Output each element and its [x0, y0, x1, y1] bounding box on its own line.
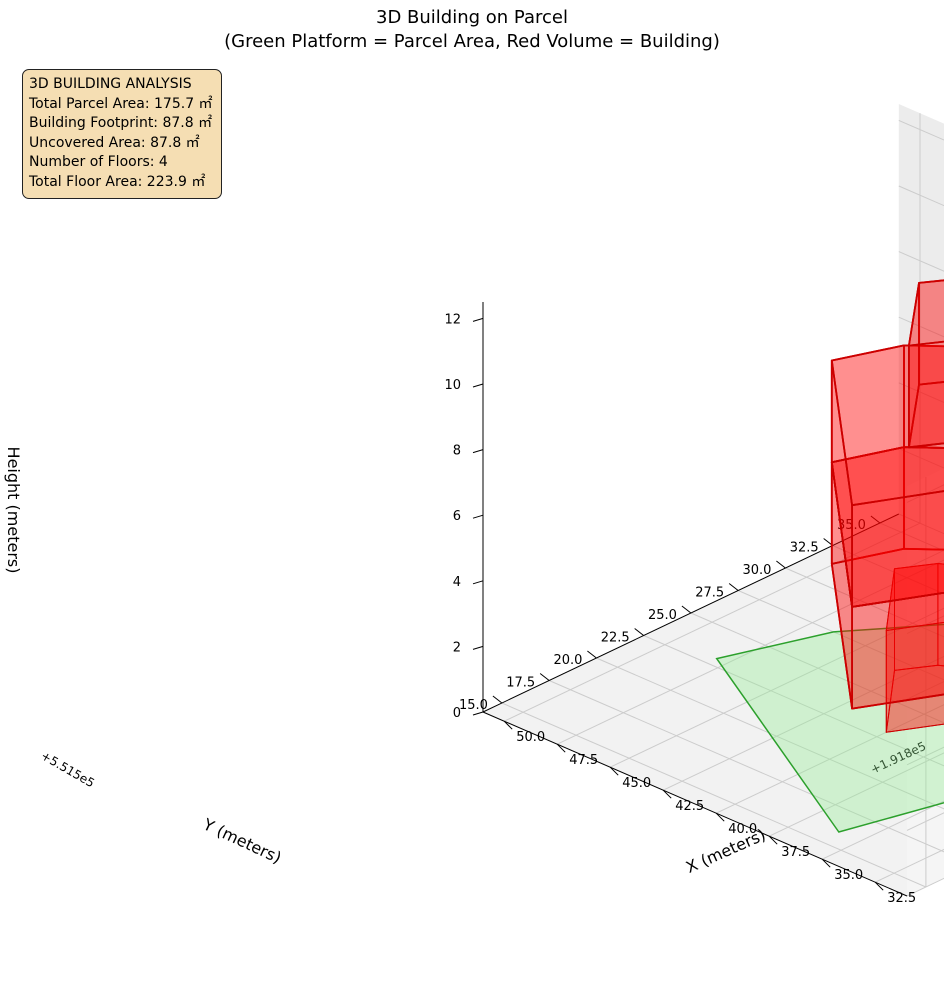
y-tick: [587, 650, 597, 659]
x-tick: [662, 789, 672, 799]
back-pane-x: [898, 104, 944, 534]
x-tick: [556, 743, 566, 753]
z-tick-label: 6: [453, 509, 461, 524]
z-axis-label: Height (meters): [4, 447, 23, 574]
floor-top-face: [830, 344, 944, 507]
floor-side-face: [908, 340, 944, 449]
y-tick-label: 32.5: [790, 541, 819, 556]
y-tick-label: 17.5: [506, 676, 535, 691]
z-tick: [472, 449, 484, 454]
x-tick-label: 40.0: [728, 822, 757, 837]
gridline-x-floor: [821, 800, 944, 860]
z-tick-label: 0: [453, 706, 461, 721]
gridline-y-floor: [548, 680, 944, 853]
x-tick-label: 42.5: [675, 799, 704, 814]
building-floor-4: [908, 279, 944, 449]
x-axis-label: X (meters): [683, 825, 768, 877]
building-floor-1: [885, 563, 944, 733]
y-tick-label: 30.0: [742, 563, 771, 578]
y-tick-label: 27.5: [695, 586, 724, 601]
z-tick: [472, 711, 484, 716]
x-tick-label: 32.5: [887, 891, 916, 906]
analysis-info-box: 3D BUILDING ANALYSIS Total Parcel Area: …: [22, 69, 222, 199]
x-tick: [609, 766, 619, 776]
info-heading: 3D BUILDING ANALYSIS: [29, 76, 192, 92]
floor-side-face: [903, 344, 944, 449]
z-tick: [472, 580, 484, 585]
z-tick-label: 12: [444, 312, 461, 327]
info-line-uncovered: Uncovered Area: 87.8 ㎡: [29, 134, 200, 151]
gridline-y-floor: [690, 612, 944, 724]
info-line-floors: Number of Floors: 4: [29, 154, 168, 170]
gridline-y-floor: [785, 567, 944, 638]
y-tick: [728, 583, 739, 591]
info-line-footprint: Building Footprint: 87.8 ㎡: [29, 115, 213, 131]
y-axis-label: Y (meters): [199, 814, 284, 867]
floor-side-face: [918, 279, 944, 386]
y-offset-label: +5.515e5: [39, 748, 97, 790]
parcel-platform: [715, 623, 944, 833]
z-tick-label: 2: [453, 640, 461, 655]
chart-subtitle: (Green Platform = Parcel Area, Red Volum…: [224, 31, 720, 52]
z-tick-label: 4: [453, 575, 461, 590]
x-tick: [874, 881, 884, 891]
y-tick-label: 15.0: [459, 698, 488, 713]
y-tick-label: 25.0: [648, 608, 677, 623]
info-line-parcel-area: Total Parcel Area: 175.7 ㎡: [29, 95, 213, 112]
z-tick-label: 10: [444, 378, 461, 393]
y-tick: [870, 515, 881, 524]
gridline-y-floor: [832, 545, 944, 595]
z-tick: [472, 514, 484, 519]
y-tick: [681, 605, 692, 614]
chart-title: 3D Building on Parcel: [376, 7, 568, 28]
y-tick-label: 22.5: [601, 631, 630, 646]
floor-top-face: [908, 279, 944, 347]
z-tick-label: 8: [453, 444, 461, 459]
building-floor-3: [830, 344, 944, 608]
z-tick: [472, 645, 484, 650]
y-tick: [776, 560, 786, 569]
gridline-x-floor: [768, 752, 944, 837]
z-tick: [472, 317, 484, 322]
x-tick-label: 37.5: [781, 845, 810, 860]
gridline-y-floor: [596, 657, 944, 810]
x-tick: [768, 835, 778, 845]
x-axis-line: [482, 711, 908, 897]
x-tick-label: 35.0: [834, 868, 863, 883]
floor-pane: [483, 514, 944, 896]
x-tick-label: 47.5: [569, 753, 598, 768]
x-tick-label: 45.0: [622, 776, 651, 791]
y-tick: [539, 673, 550, 681]
y-tick: [492, 695, 503, 704]
floor-side-face: [903, 446, 944, 551]
x-tick: [821, 858, 831, 868]
gridline-y-floor: [737, 590, 944, 681]
y-tick: [634, 628, 644, 636]
info-line-floor-area: Total Floor Area: 223.9 ㎡: [29, 173, 206, 190]
gridline-y-floor: [643, 635, 944, 767]
x-tick-label: 50.0: [516, 730, 545, 745]
x-tick: [503, 720, 513, 730]
y-tick-label: 20.0: [553, 653, 582, 668]
x-tick: [715, 812, 725, 822]
floor-side-face: [937, 563, 944, 667]
z-tick: [472, 383, 484, 388]
gridline-y-floor: [501, 702, 927, 888]
